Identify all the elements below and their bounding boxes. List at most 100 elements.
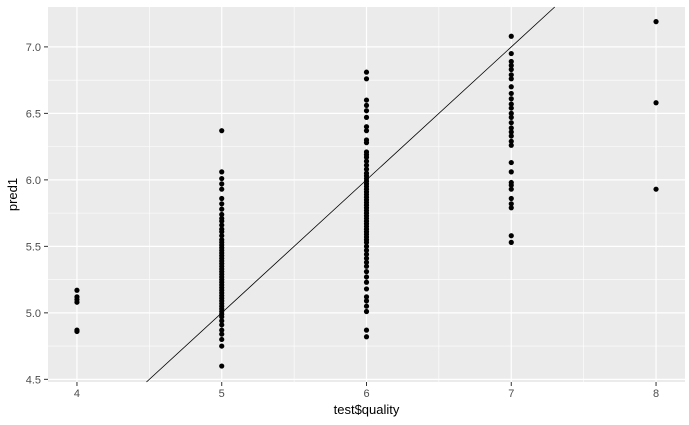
data-point [219,222,225,228]
data-point [508,129,514,135]
data-point [508,84,514,90]
data-point [219,181,225,187]
data-point [219,206,225,212]
data-point [508,159,514,166]
data-point [219,169,225,175]
data-point [219,327,225,333]
data-point [363,247,370,253]
reference-line-group [146,6,555,383]
data-point [508,120,514,126]
y-tick-label: 5.0 [26,308,41,320]
data-point [653,186,659,192]
data-point [219,331,225,337]
data-point [219,318,225,324]
data-point [508,105,514,111]
data-point [363,255,370,261]
data-point [508,195,514,202]
data-point [508,72,514,78]
data-point [74,328,80,335]
data-point [363,69,370,75]
data-point [363,243,370,249]
y-tick-label: 5.5 [26,241,41,253]
data-point [219,128,225,134]
data-point [508,182,514,188]
data-point [363,162,370,168]
data-point [508,142,514,148]
data-point [508,114,514,120]
data-point [363,298,370,304]
data-point [508,33,514,39]
data-point [363,274,370,280]
x-axis: 4 5 6 7 8 [74,382,659,400]
data-point [219,211,225,218]
data-point [219,343,225,349]
data-point [653,100,659,106]
data-point [219,218,225,224]
data-point [219,363,225,369]
data-point [219,314,225,320]
x-tick-label: 6 [363,388,369,400]
data-point [363,308,370,315]
y-tick-label: 7.0 [26,42,41,54]
data-point [219,186,225,192]
data-point [363,128,370,134]
data-point [219,195,225,202]
data-point [508,186,514,192]
reference-line [146,6,555,383]
data-point [363,294,370,300]
data-point [508,96,514,102]
y-axis: 4.5 5.0 5.5 6.0 6.5 7.0 [26,42,48,386]
data-point [363,303,370,309]
data-point [363,154,370,160]
data-point [363,140,370,146]
data-point [508,125,514,131]
data-point [363,166,370,172]
data-point [508,169,514,175]
data-point [508,233,514,239]
data-point [363,259,370,265]
data-point [219,322,225,328]
data-point [508,66,514,73]
data-point [508,50,514,57]
y-tick-label: 6.0 [26,175,41,187]
data-point [363,279,370,285]
data-point [508,239,514,245]
data-point [219,229,225,235]
y-axis-title: pred1 [5,178,20,211]
data-point [363,269,370,275]
x-tick-label: 7 [508,388,514,400]
data-point [508,76,514,82]
data-point [508,138,514,144]
data-point [363,286,370,292]
data-point [219,175,225,182]
x-tick-label: 4 [74,388,80,400]
data-point [363,102,370,109]
data-point [219,336,225,343]
data-point [508,58,514,65]
data-point [363,334,370,340]
x-tick-label: 8 [653,388,659,400]
data-point [508,110,514,116]
data-point [363,263,370,269]
data-point [363,124,370,130]
data-point [74,287,80,293]
data-point [508,101,514,107]
data-point [508,90,514,97]
data-point [363,114,370,120]
x-axis-title: test$quality [334,402,400,417]
data-point [363,76,370,82]
y-tick-label: 4.5 [26,374,41,386]
data-point [653,19,659,25]
data-points [74,19,659,369]
data-point [363,108,370,114]
x-tick-label: 5 [219,388,225,400]
data-point [508,201,514,207]
data-point [363,97,370,103]
data-point [219,233,225,239]
data-point [508,133,514,139]
data-point [363,239,370,245]
y-tick-label: 6.5 [26,108,41,120]
data-point [363,251,370,257]
data-point [219,201,225,207]
